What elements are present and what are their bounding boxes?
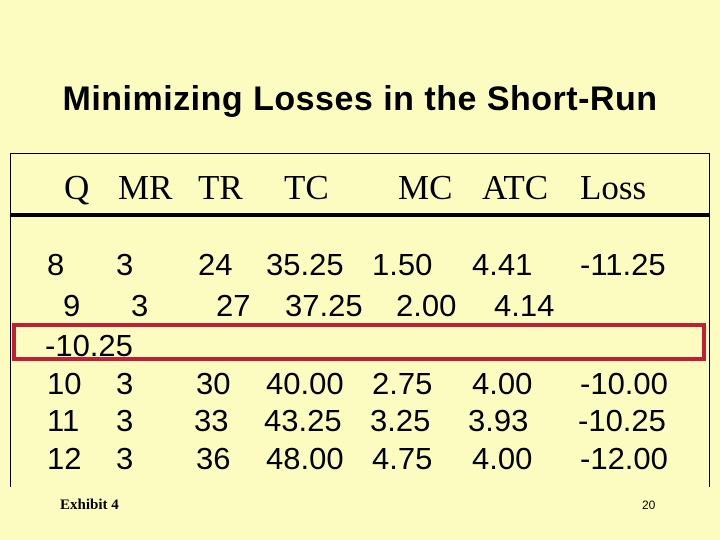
cell-atc: 4.00 [472, 366, 533, 401]
cell-mc: 4.75 [372, 441, 433, 476]
table-frame [10, 153, 710, 487]
cell-q: 9 [63, 288, 81, 323]
cell-q: 12 [47, 441, 82, 476]
page-number: 20 [642, 498, 656, 512]
cell-atc: 3.93 [468, 403, 529, 438]
cell-mc: 3.25 [370, 403, 431, 438]
cell-tr: 36 [196, 441, 231, 476]
cell-q: 8 [47, 247, 65, 282]
column-header-tr: TR [198, 168, 243, 207]
column-header-loss: Loss [580, 168, 647, 207]
cell-tc: 35.25 [266, 247, 344, 282]
cell-tr: 33 [194, 403, 229, 438]
cell-tr: 24 [198, 247, 233, 282]
cell-mc: 2.00 [396, 288, 457, 323]
exhibit-label: Exhibit 4 [60, 497, 119, 513]
cell-mr: 3 [131, 288, 149, 323]
table-row: 10 3 30 40.00 2.75 4.00 -10.00 [0, 366, 720, 402]
cell-mc: 1.50 [372, 247, 433, 282]
cell-atc: 4.14 [494, 288, 555, 323]
table-row: 12 3 36 48.00 4.75 4.00 -12.00 [0, 441, 720, 477]
cell-mc: 2.75 [372, 366, 433, 401]
cell-q: 10 [47, 366, 82, 401]
table-row: 8 3 24 35.25 1.50 4.41 -11.25 [0, 247, 720, 283]
cell-loss: -10.00 [580, 366, 668, 401]
column-header-q: Q [64, 168, 90, 207]
cell-mr: 3 [116, 366, 134, 401]
column-header-mc: MC [398, 168, 453, 207]
cell-loss: -12.00 [580, 441, 668, 476]
cell-loss: -11.25 [580, 247, 666, 282]
highlight-box [12, 323, 706, 361]
cell-mr: 3 [116, 441, 134, 476]
cell-tc: 48.00 [266, 441, 344, 476]
cell-loss: -10.25 [578, 403, 666, 438]
cell-tc: 43.25 [264, 403, 342, 438]
table-row: 11 3 33 43.25 3.25 3.93 -10.25 [0, 403, 720, 439]
header-divider [10, 213, 710, 217]
cell-tr: 27 [216, 288, 251, 323]
table-row: 9 3 27 37.25 2.00 4.14 [0, 288, 720, 324]
cell-mr: 3 [116, 247, 134, 282]
cell-tc: 40.00 [266, 366, 344, 401]
cell-q: 11 [47, 403, 80, 438]
cell-atc: 4.00 [472, 441, 533, 476]
cell-tc: 37.25 [285, 288, 363, 323]
cell-atc: 4.41 [472, 247, 533, 282]
column-header-tc: TC [284, 168, 329, 207]
column-header-atc: ATC [482, 168, 549, 207]
cell-tr: 30 [196, 366, 231, 401]
page-title: Minimizing Losses in the Short-Run [62, 80, 658, 118]
column-header-mr: MR [118, 168, 173, 207]
cell-mr: 3 [116, 403, 134, 438]
